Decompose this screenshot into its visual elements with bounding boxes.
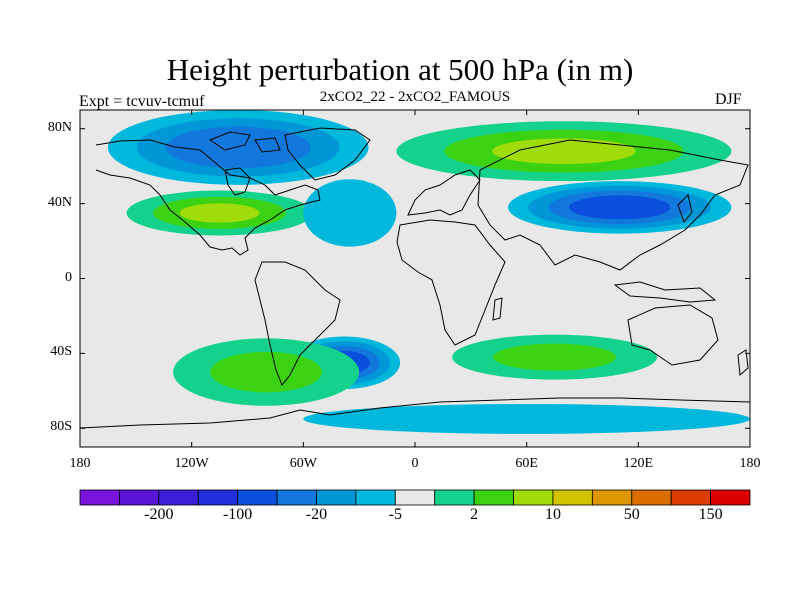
colorbar-swatch xyxy=(670,489,711,506)
colorbar-swatch xyxy=(591,489,633,506)
japan-coastline xyxy=(677,194,693,224)
arctic-islands-coastline xyxy=(208,131,281,153)
colorbar-swatch xyxy=(552,489,593,506)
contour-field-layer xyxy=(107,110,750,434)
lon-tick-label: 60W xyxy=(289,456,317,471)
colorbar-swatch xyxy=(513,489,554,506)
north-pacific-negative-anomaly-contour-5 xyxy=(589,200,651,215)
europe-coastline xyxy=(407,169,481,216)
colorbar-swatch xyxy=(434,489,475,506)
colorbar-swatch xyxy=(473,489,514,506)
arctic-negative-anomaly-contour-4 xyxy=(194,134,282,160)
southeast-asia-islands-coastline xyxy=(613,281,717,303)
lat-tick-label: 80S xyxy=(50,419,72,435)
colorbar-swatch xyxy=(119,489,160,506)
colorbar-label: 50 xyxy=(623,506,640,523)
madagascar-coastline xyxy=(492,297,503,321)
colorbar-label: -200 xyxy=(144,506,174,523)
greenland-coastline xyxy=(284,127,371,181)
lon-tick-label: 120W xyxy=(174,456,209,471)
colorbar-swatch xyxy=(394,489,436,506)
colorbar-swatch xyxy=(237,489,278,506)
lat-tick-label: 80N xyxy=(47,119,72,135)
new-zealand-coastline xyxy=(737,349,749,377)
colorbar xyxy=(79,489,751,506)
lon-tick-label: 0 xyxy=(411,456,419,471)
north-america-positive-anomaly-contour-3 xyxy=(179,203,260,223)
coastline-layer xyxy=(80,127,750,429)
south-america-coastline xyxy=(254,261,341,386)
antarctic-negative-anomaly-contour-3 xyxy=(430,412,623,426)
axis-tick-marks xyxy=(79,110,751,447)
lon-tick-label: 180 xyxy=(69,456,91,471)
lat-tick-label: 0 xyxy=(65,269,72,285)
indian-ocean-positive-anomaly-contour-2 xyxy=(493,343,616,371)
colorbar-swatch xyxy=(631,489,672,506)
colorbar-swatch xyxy=(197,489,239,506)
colorbar-label: 2 xyxy=(470,506,479,523)
eurasia-positive-anomaly-contour-3 xyxy=(492,138,636,165)
colorbar-swatch xyxy=(316,489,357,506)
colorbar-swatch xyxy=(355,489,396,506)
south-pacific-positive-anomaly-contour-2 xyxy=(210,351,322,393)
colorbar-label: -5 xyxy=(388,506,402,523)
colorbar-swatch xyxy=(158,489,199,506)
colorbar-label: -100 xyxy=(222,506,253,523)
colorbar-swatch xyxy=(79,489,120,506)
asia-coastline xyxy=(477,139,749,271)
colorbar-label: -20 xyxy=(305,506,328,523)
experiment-label: Expt = tcvuv-tcmuf xyxy=(79,93,205,110)
colorbar-swatch xyxy=(710,489,751,506)
north-atlantic-negative-anomaly-contour-2 xyxy=(321,192,378,234)
comparison-subtitle: 2xCO2_22 - 2xCO2_FAMOUS xyxy=(319,89,511,105)
chart-title: Height perturbation at 500 hPa (in m) xyxy=(166,52,634,87)
lon-tick-label: 120E xyxy=(623,456,654,471)
lat-tick-label: 40N xyxy=(47,194,72,210)
australia-coastline xyxy=(627,304,719,366)
colorbar-label: 10 xyxy=(544,506,561,523)
antarctica-coastline xyxy=(80,397,750,429)
north-america-coastline xyxy=(95,139,321,256)
season-label: DJF xyxy=(715,91,742,108)
colorbar-swatch xyxy=(276,489,317,506)
lon-tick-label: 180 xyxy=(739,456,761,471)
colorbar-label: 150 xyxy=(698,506,723,523)
hudson-bay-coastline xyxy=(224,167,251,196)
africa-coastline xyxy=(396,219,506,346)
lon-tick-label: 60E xyxy=(515,456,538,471)
lat-tick-label: 40S xyxy=(50,344,72,360)
